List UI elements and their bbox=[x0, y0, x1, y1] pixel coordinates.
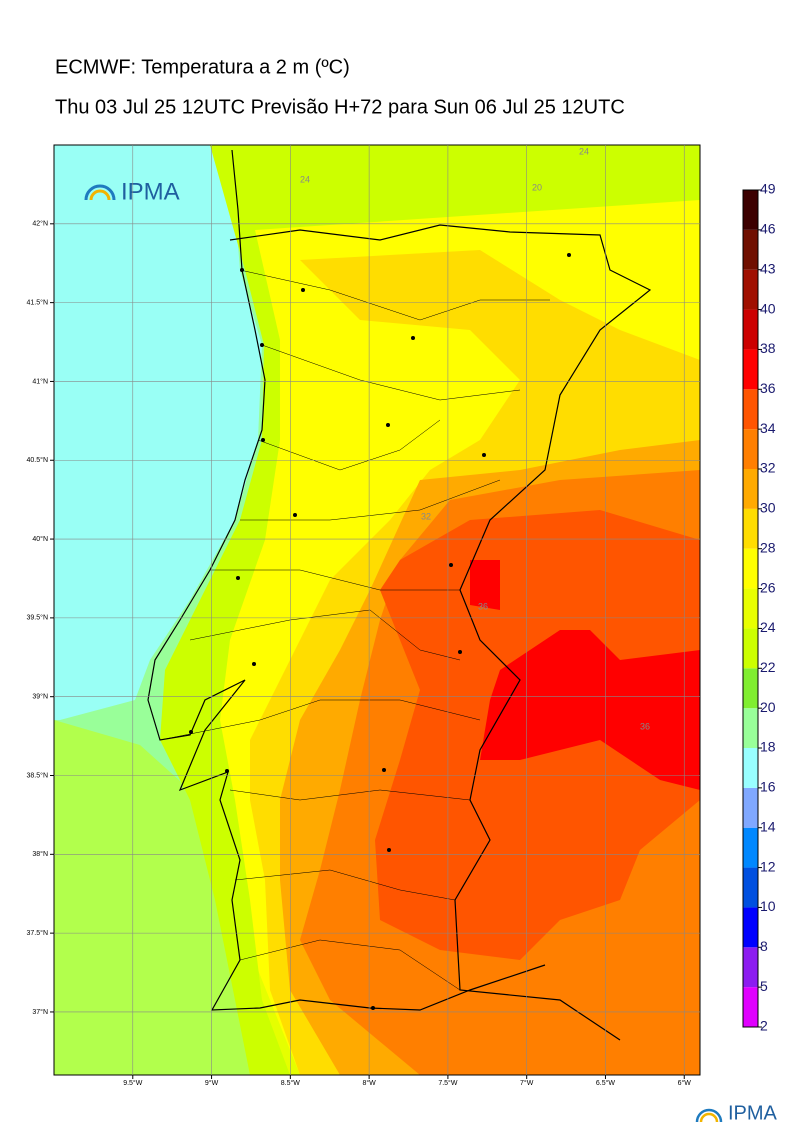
colorbar-segment bbox=[743, 668, 758, 709]
colorbar-label: 24 bbox=[760, 619, 776, 635]
contour-label: 24 bbox=[300, 174, 310, 184]
colorbar-segment bbox=[743, 469, 758, 509]
cities bbox=[189, 253, 571, 1010]
colorbar-segment bbox=[743, 947, 758, 988]
y-tick-label: 39.5°N bbox=[27, 614, 48, 622]
colorbar-segment bbox=[743, 548, 758, 589]
colorbar-label: 5 bbox=[760, 978, 768, 994]
y-tick-label: 37.5°N bbox=[27, 929, 48, 937]
colorbar-label: 22 bbox=[760, 659, 776, 675]
contour-label: 24 bbox=[579, 146, 589, 156]
colorbar-segment bbox=[743, 588, 758, 629]
contour-label: 32 bbox=[421, 511, 431, 521]
x-tick-label: 9°W bbox=[205, 1079, 219, 1087]
colorbar-label: 43 bbox=[760, 260, 776, 276]
title: ECMWF: Temperatura a 2 m (ºC) bbox=[55, 56, 350, 78]
x-tick-label: 6.5°W bbox=[596, 1079, 616, 1087]
y-tick-label: 37°N bbox=[32, 1008, 48, 1016]
colorbar-segment bbox=[743, 190, 758, 230]
y-tick-label: 41°N bbox=[32, 377, 48, 385]
colorbar-segment bbox=[743, 389, 758, 430]
colorbar-segment bbox=[743, 309, 758, 350]
colorbar-label: 12 bbox=[760, 858, 776, 874]
colorbar-label: 38 bbox=[760, 340, 776, 356]
footer-logo: IPMA bbox=[695, 1102, 778, 1124]
colorbar-segment bbox=[743, 827, 758, 868]
colorbar-label: 10 bbox=[760, 898, 776, 914]
coastline bbox=[147, 149, 652, 1041]
colorbar-segment bbox=[743, 628, 758, 669]
colorbar-segment bbox=[743, 508, 758, 549]
colorbar-label: 40 bbox=[760, 300, 776, 316]
colorbar-label: 36 bbox=[760, 380, 776, 396]
x-tick-label: 6°W bbox=[678, 1079, 692, 1087]
colorbar-label: 16 bbox=[760, 779, 776, 795]
map-logo: IPMA bbox=[84, 178, 180, 205]
colorbar-label: 20 bbox=[760, 699, 776, 715]
colorbar-segment bbox=[743, 229, 758, 270]
subtitle: Thu 03 Jul 25 12UTC Previsão H+72 para S… bbox=[55, 96, 625, 118]
colorbar-segment bbox=[743, 708, 758, 748]
colorbar-label: 8 bbox=[760, 938, 768, 954]
colorbar-label: 32 bbox=[760, 460, 776, 476]
colorbar-label: 46 bbox=[760, 221, 776, 237]
colorbar-label: 14 bbox=[760, 818, 776, 834]
colorbar-segment bbox=[743, 748, 758, 788]
colorbar-segment bbox=[743, 907, 758, 948]
colorbar-label: 49 bbox=[760, 181, 776, 197]
map-frame bbox=[53, 144, 701, 1076]
x-tick-label: 7.5°W bbox=[438, 1079, 458, 1087]
y-tick-label: 38.5°N bbox=[27, 771, 48, 779]
y-tick-label: 40°N bbox=[32, 535, 48, 543]
colorbar-segment bbox=[743, 867, 758, 908]
colorbar-label: 34 bbox=[760, 420, 776, 436]
colorbar-segment bbox=[743, 429, 758, 469]
temperature-field bbox=[54, 145, 700, 1075]
y-tick-label: 42°N bbox=[32, 220, 48, 228]
y-tick-label: 41.5°N bbox=[27, 298, 48, 306]
colorbar-label: 18 bbox=[760, 739, 776, 755]
colorbar-label: 30 bbox=[760, 500, 776, 516]
contour-label: 36 bbox=[640, 721, 650, 731]
colorbar-label: 2 bbox=[760, 1018, 768, 1034]
x-tick-label: 7°W bbox=[520, 1079, 534, 1087]
colorbar-segment bbox=[743, 269, 758, 310]
colorbar-label: 28 bbox=[760, 539, 776, 555]
footer-logo-text: IPMA bbox=[728, 1102, 778, 1124]
y-tick-label: 38°N bbox=[32, 850, 48, 858]
logo-text: IPMA bbox=[121, 178, 180, 205]
colorbar-label: 26 bbox=[760, 579, 776, 595]
colorbar-segment bbox=[743, 349, 758, 390]
y-tick-label: 39°N bbox=[32, 693, 48, 701]
colorbar-frame bbox=[742, 189, 759, 1028]
colorbar-segment bbox=[743, 987, 758, 1027]
y-tick-label: 40.5°N bbox=[27, 456, 48, 464]
x-tick-label: 8.5°W bbox=[281, 1079, 301, 1087]
x-tick-label: 9.5°W bbox=[123, 1079, 143, 1087]
contour-label: 20 bbox=[532, 182, 542, 192]
colorbar-segment bbox=[743, 787, 758, 828]
x-tick-label: 8°W bbox=[362, 1079, 376, 1087]
contour-label: 36 bbox=[478, 601, 488, 611]
